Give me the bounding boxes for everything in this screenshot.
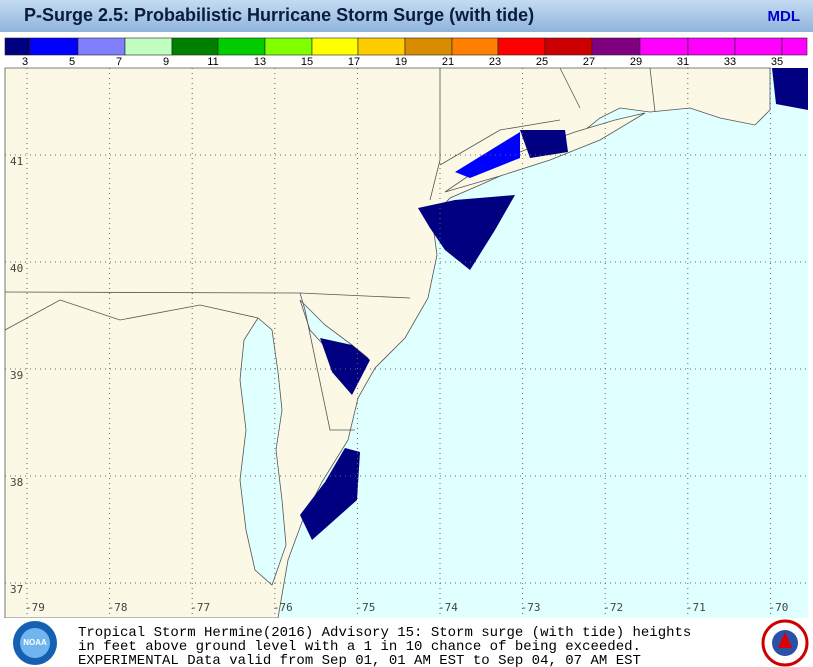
footer-line: in feet above ground level with a 1 in 1… <box>78 639 641 655</box>
legend-label: 31 <box>677 56 689 68</box>
legend-swatch <box>687 37 736 56</box>
legend-swatch <box>357 37 406 56</box>
legend-swatch <box>29 37 79 56</box>
legend-swatch <box>264 37 313 56</box>
legend-label: 23 <box>489 56 501 68</box>
legend-label: 13 <box>254 56 266 68</box>
legend-label: 7 <box>116 56 122 68</box>
lat-label: 39 <box>10 369 23 382</box>
legend-label: 11 <box>207 56 218 68</box>
lon-label: -77 <box>190 601 210 614</box>
legend-swatch <box>639 37 689 56</box>
lon-label: -75 <box>355 601 375 614</box>
legend-swatch <box>217 37 266 56</box>
legend-label: 19 <box>395 56 407 68</box>
legend-label: 15 <box>301 56 313 68</box>
legend-swatch <box>544 37 593 56</box>
noaa-logo: NOAA <box>13 621 57 665</box>
legend-label: 35 <box>771 56 783 68</box>
legend-swatch <box>311 37 359 56</box>
legend-swatch <box>591 37 641 56</box>
legend: 3 5 7 9 11 13 15 17 19 21 23 25 27 29 31 33 35 <box>4 37 808 68</box>
surge-areas <box>300 68 808 540</box>
legend-label: 21 <box>442 56 454 68</box>
lat-label: 38 <box>10 476 23 489</box>
legend-swatch <box>404 37 453 56</box>
legend-swatch <box>781 37 808 56</box>
legend-label: 33 <box>724 56 736 68</box>
legend-swatch <box>171 37 219 56</box>
lon-label: -71 <box>686 601 706 614</box>
legend-swatch <box>734 37 783 56</box>
legend-label: 29 <box>630 56 642 68</box>
legend-label: 27 <box>583 56 595 68</box>
legend-swatch <box>124 37 173 56</box>
source: MDL <box>768 8 801 25</box>
footer-line: EXPERIMENTAL Data valid from Sep 01, 01 … <box>78 653 641 667</box>
legend-label: 9 <box>163 56 169 68</box>
legend-label: 17 <box>348 56 360 68</box>
legend-swatch <box>77 37 126 56</box>
footer-bg <box>0 618 813 667</box>
lon-label: -70 <box>768 601 788 614</box>
lat-label: 41 <box>10 155 23 168</box>
legend-swatch <box>497 37 546 56</box>
lon-label: -76 <box>273 601 293 614</box>
logo-text: NOAA <box>23 638 47 647</box>
legend-swatch <box>4 37 31 56</box>
footer-line: Tropical Storm Hermine(2016) Advisory 15… <box>78 625 691 641</box>
legend-label: 5 <box>69 56 75 68</box>
legend-label: 25 <box>536 56 548 68</box>
lat-label: 37 <box>10 583 23 596</box>
legend-swatch <box>451 37 499 56</box>
map: 41 40 39 38 37-79 -78 -77 -76 -75 -74 -73 -72 -71 -70 <box>4 67 808 619</box>
legend-label: 3 <box>22 56 28 68</box>
lon-label: -74 <box>438 601 458 614</box>
lon-label: -72 <box>603 601 623 614</box>
sound-surge <box>455 132 520 178</box>
lat-label: 40 <box>10 262 23 275</box>
graticule: 41 40 39 38 37-79 -78 -77 -76 -75 -74 -73 -72 -71 -70 <box>5 68 808 618</box>
title: P-Surge 2.5: Probabilistic Hurricane Sto… <box>24 5 534 25</box>
lon-label: -78 <box>108 601 128 614</box>
header-bar <box>0 0 813 32</box>
lon-label: -79 <box>25 601 45 614</box>
nws-logo <box>761 619 809 667</box>
lon-label: -73 <box>521 601 541 614</box>
